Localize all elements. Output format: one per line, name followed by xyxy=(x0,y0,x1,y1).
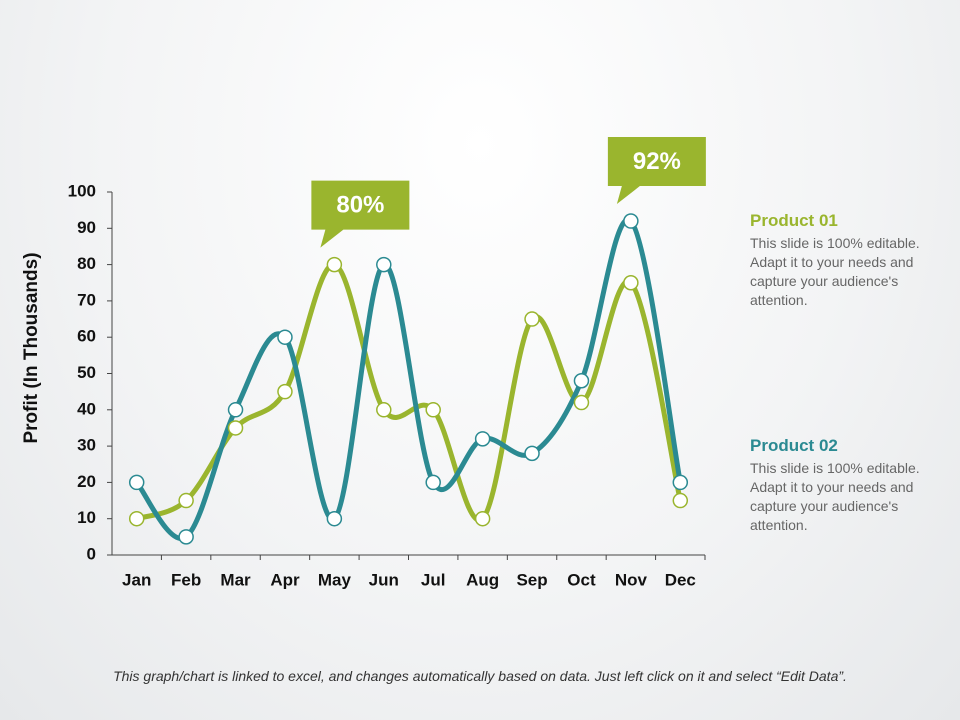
data-point xyxy=(425,402,441,418)
y-tick-label: 30 xyxy=(77,436,96,455)
y-tick-label: 70 xyxy=(77,290,96,309)
data-point xyxy=(672,492,689,509)
data-point xyxy=(277,383,293,400)
callout-label: 92% xyxy=(633,148,681,175)
data-point xyxy=(178,492,194,509)
legend-item: Product 02 This slide is 100% editable. … xyxy=(750,436,950,535)
y-tick-label: 90 xyxy=(77,218,96,237)
data-point xyxy=(672,474,689,491)
data-point xyxy=(227,420,244,436)
series-line xyxy=(134,262,683,523)
legend-name: Product 02 xyxy=(750,436,838,455)
x-tick-label: Jan xyxy=(122,570,151,589)
data-point xyxy=(376,256,392,273)
callout-label: 80% xyxy=(336,191,384,218)
x-tick-label: May xyxy=(318,570,352,589)
legend-item: Product 01 This slide is 100% editable. … xyxy=(750,211,950,310)
x-tick-label: Sep xyxy=(516,570,547,589)
series-line xyxy=(134,217,683,541)
y-tick-label: 80 xyxy=(77,254,96,273)
x-tick-label: Apr xyxy=(270,570,300,589)
data-point xyxy=(474,431,491,447)
data-point xyxy=(474,510,491,527)
data-point xyxy=(425,474,441,491)
y-tick-label: 40 xyxy=(77,399,96,418)
y-axis-label: Profit (In Thousands) xyxy=(21,252,42,443)
x-tick-label: Nov xyxy=(615,570,648,589)
x-tick-label: Aug xyxy=(466,570,499,589)
callout xyxy=(311,180,410,248)
data-point xyxy=(326,510,343,527)
y-tick-label: 0 xyxy=(87,544,96,563)
x-tick-label: Feb xyxy=(171,570,201,589)
data-point xyxy=(573,373,590,389)
y-tick-label: 60 xyxy=(77,327,96,346)
y-tick-label: 10 xyxy=(77,508,96,527)
legend-name: Product 01 xyxy=(750,211,838,230)
y-tick-label: 20 xyxy=(77,472,96,491)
data-point xyxy=(573,394,590,411)
x-tick-label: Mar xyxy=(220,570,251,589)
callout xyxy=(607,137,706,205)
data-point xyxy=(128,510,145,527)
y-tick-label: 100 xyxy=(68,181,96,200)
data-point xyxy=(623,275,639,291)
data-point xyxy=(326,256,343,273)
x-tick-label: Jun xyxy=(369,570,399,589)
data-point xyxy=(128,474,145,491)
data-point xyxy=(277,329,293,345)
x-tick-label: Dec xyxy=(665,570,696,589)
footnote: This graph/chart is linked to excel, and… xyxy=(113,668,847,684)
y-tick-label: 50 xyxy=(77,363,96,382)
legend-description: This slide is 100% editable. Adapt it to… xyxy=(750,460,920,533)
data-point xyxy=(227,402,244,418)
x-tick-label: Jul xyxy=(421,570,446,589)
data-point xyxy=(376,402,392,418)
x-tick-label: Oct xyxy=(567,570,596,589)
data-point xyxy=(524,311,540,327)
data-point xyxy=(178,529,194,545)
data-point xyxy=(524,445,540,462)
data-point xyxy=(623,213,639,229)
legend-description: This slide is 100% editable. Adapt it to… xyxy=(750,235,920,308)
